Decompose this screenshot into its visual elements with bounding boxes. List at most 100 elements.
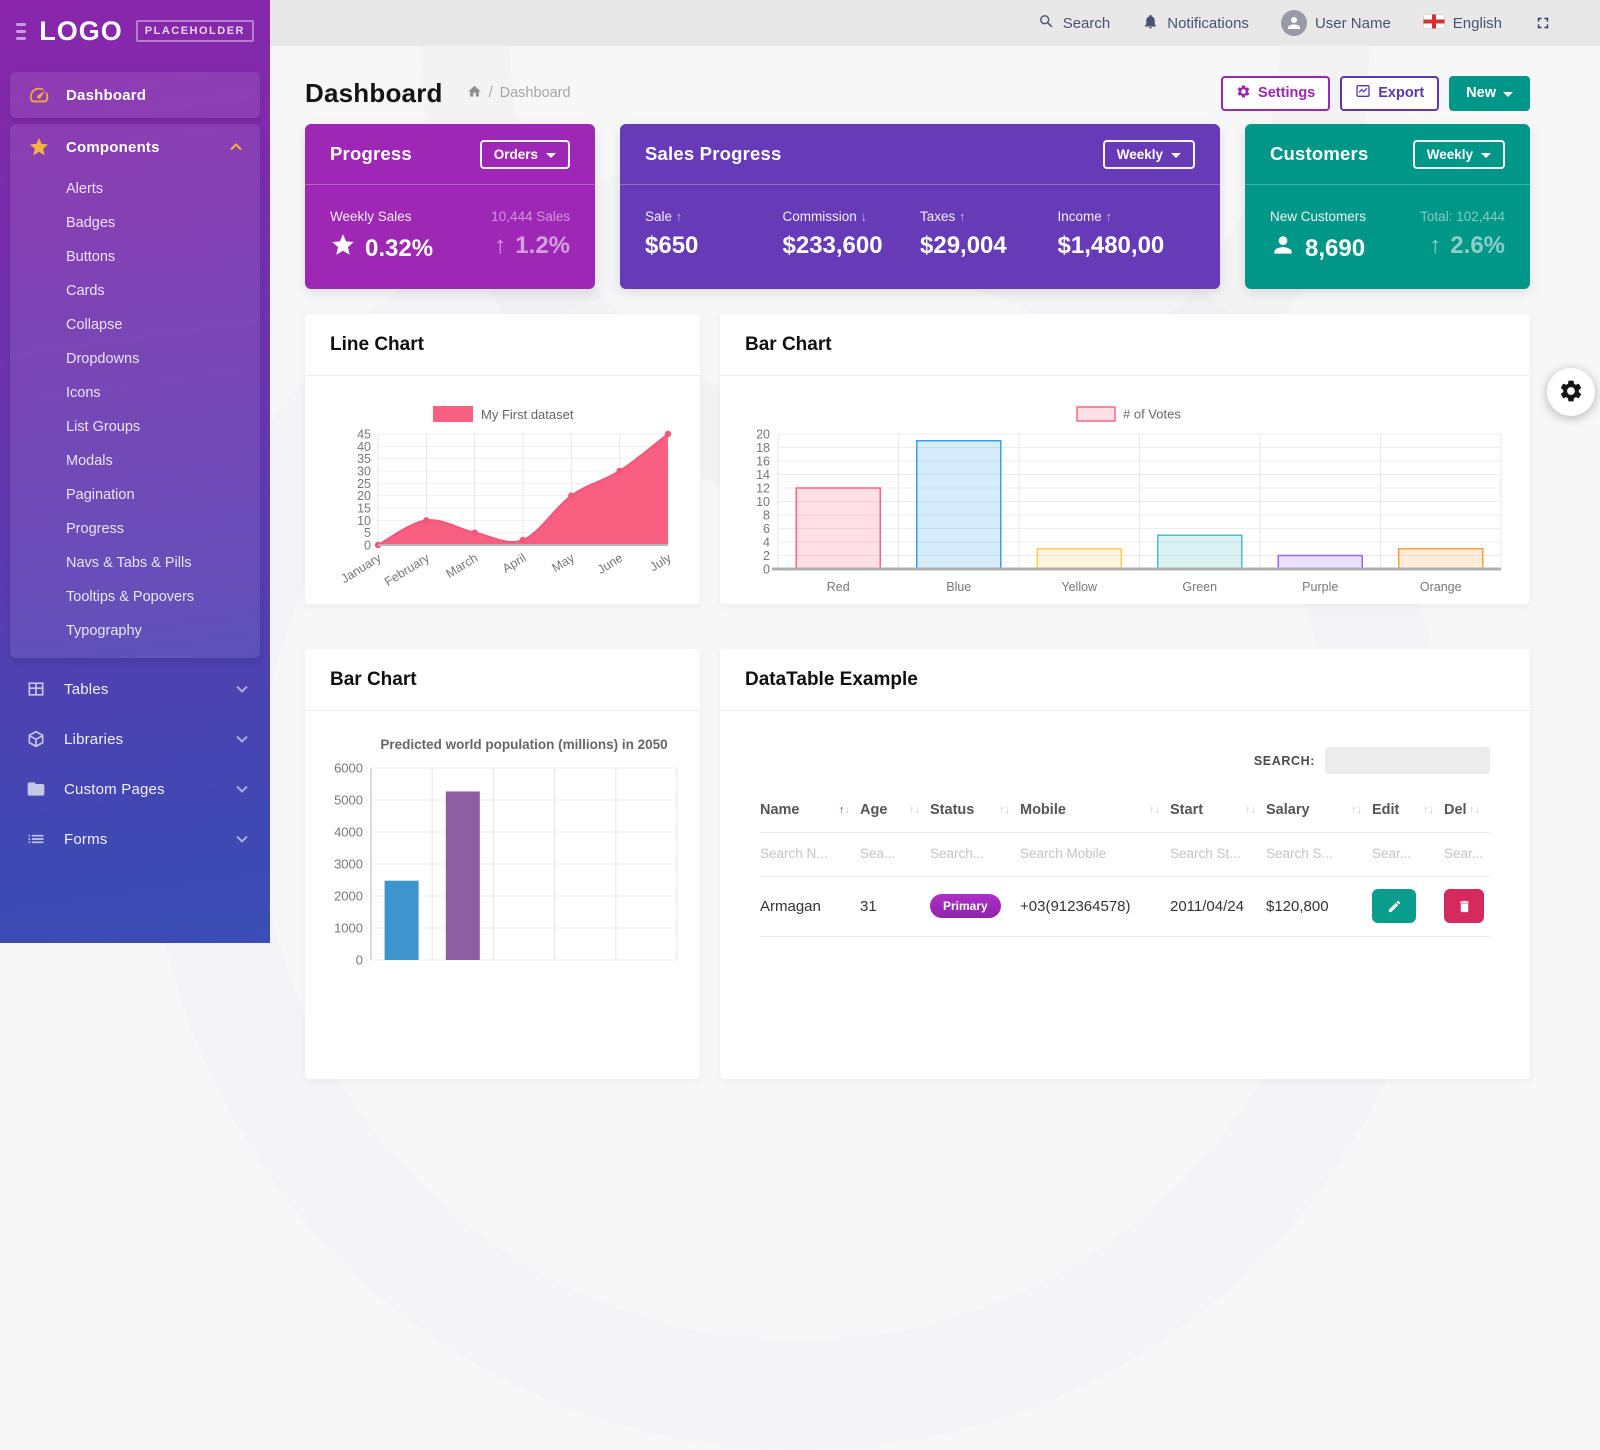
sidebar-item-label: Forms	[64, 831, 236, 848]
total-customers-label: Total: 102,444	[1420, 209, 1505, 224]
topbar-language-label: English	[1453, 15, 1502, 32]
svg-text:Predicted world population (mi: Predicted world population (millions) in…	[380, 737, 667, 752]
datatable-search-input[interactable]	[1325, 747, 1490, 774]
sidebar-link-custom-pages[interactable]: Custom Pages	[0, 764, 270, 814]
column-header-age[interactable]: Age↑↓	[860, 788, 930, 832]
filter-input-salary[interactable]	[1266, 846, 1364, 861]
sort-arrows-icon: ↑↓	[1149, 804, 1160, 816]
column-header-status[interactable]: Status↑↓	[930, 788, 1020, 832]
page-header: Dashboard / Dashboard Settings Export Ne…	[305, 72, 1530, 114]
floating-settings-button[interactable]	[1547, 368, 1595, 416]
sales-progress-title: Sales Progress	[645, 143, 782, 165]
caret-down-icon	[1171, 153, 1181, 158]
new-button[interactable]: New	[1449, 76, 1530, 111]
svg-text:Yellow: Yellow	[1061, 580, 1098, 594]
sidebar-subitem-icons[interactable]: Icons	[10, 376, 260, 410]
export-button-label: Export	[1378, 85, 1424, 101]
svg-text:6000: 6000	[334, 761, 363, 776]
filter-input-edit[interactable]	[1372, 846, 1438, 861]
page-title: Dashboard	[305, 78, 443, 109]
sales-metric-value: $233,600	[783, 232, 921, 260]
topbar-user[interactable]: User Name	[1281, 10, 1391, 36]
column-header-edit[interactable]: Edit↑↓	[1372, 788, 1444, 832]
chevron-up-icon	[230, 143, 242, 151]
sidebar-subitem-buttons[interactable]: Buttons	[10, 240, 260, 274]
svg-text:January: January	[338, 550, 384, 586]
column-header-name[interactable]: Name↑↓	[760, 788, 860, 832]
filter-input-mobile[interactable]	[1020, 846, 1158, 861]
sidebar-subitem-typography[interactable]: Typography	[10, 614, 260, 648]
sidebar-subitem-tooltips-popovers[interactable]: Tooltips & Popovers	[10, 580, 260, 614]
svg-text:Green: Green	[1182, 580, 1217, 594]
export-button[interactable]: Export	[1340, 76, 1439, 111]
sort-arrows-icon: ↑↓	[999, 804, 1010, 816]
svg-text:February: February	[382, 550, 432, 589]
gear-icon	[1558, 378, 1584, 407]
svg-text:0: 0	[356, 953, 363, 968]
svg-text:Blue: Blue	[946, 580, 971, 594]
sidebar-subitem-navs-tabs-pills[interactable]: Navs & Tabs & Pills	[10, 546, 260, 580]
svg-text:Orange: Orange	[1420, 580, 1462, 594]
weekly-dropdown[interactable]: Weekly	[1103, 140, 1195, 169]
column-header-mobile[interactable]: Mobile↑↓	[1020, 788, 1170, 832]
sidebar-link-tables[interactable]: Tables	[0, 664, 270, 714]
column-header-salary[interactable]: Salary↑↓	[1266, 788, 1372, 832]
home-icon[interactable]	[467, 84, 482, 103]
column-header-del[interactable]: Del↑↓	[1444, 788, 1490, 832]
population-bar-chart: Predicted world population (millions) in…	[305, 711, 700, 1046]
sidebar-subitem-badges[interactable]: Badges	[10, 206, 260, 240]
filter-input-age[interactable]	[860, 846, 924, 861]
star-icon	[330, 232, 356, 265]
menu-toggle-icon[interactable]	[16, 23, 26, 40]
svg-text:18: 18	[756, 441, 770, 455]
stats-row: Progress Orders Weekly Sales 0.32% 10,44…	[305, 124, 1530, 289]
sidebar-link-forms[interactable]: Forms	[0, 814, 270, 864]
svg-text:June: June	[595, 551, 625, 577]
topbar-search[interactable]: Search	[1038, 13, 1111, 34]
delete-button[interactable]	[1444, 889, 1484, 923]
weekly-dropdown[interactable]: Weekly	[1413, 140, 1505, 169]
svg-text:14: 14	[756, 468, 770, 482]
filter-input-start[interactable]	[1170, 846, 1258, 861]
sidebar-link-dashboard[interactable]: Dashboard	[10, 72, 260, 118]
sidebar-subitem-pagination[interactable]: Pagination	[10, 478, 260, 512]
new-customers-label: New Customers	[1270, 209, 1366, 224]
sidebar-subitem-list-groups[interactable]: List Groups	[10, 410, 260, 444]
svg-text:20: 20	[756, 428, 770, 442]
topbar-language[interactable]: English	[1423, 14, 1502, 33]
filter-input-del[interactable]	[1444, 846, 1486, 861]
column-header-start[interactable]: Start↑↓	[1170, 788, 1266, 832]
topbar-search-label: Search	[1063, 15, 1111, 32]
sidebar-subitem-alerts[interactable]: Alerts	[10, 172, 260, 206]
filter-input-status[interactable]	[930, 846, 1013, 861]
breadcrumb-current[interactable]: Dashboard	[500, 85, 571, 101]
orders-dropdown[interactable]: Orders	[480, 140, 570, 169]
chart-icon	[1355, 83, 1371, 103]
sidebar-subitem-modals[interactable]: Modals	[10, 444, 260, 478]
search-icon	[1038, 13, 1055, 34]
sidebar-subitem-progress[interactable]: Progress	[10, 512, 260, 546]
logo: LOGO	[39, 16, 123, 47]
datatable: Name↑↓Age↑↓Status↑↓Mobile↑↓Start↑↓Salary…	[760, 788, 1490, 937]
settings-button[interactable]: Settings	[1221, 76, 1330, 111]
svg-text:March: March	[443, 551, 480, 581]
person-icon	[1270, 232, 1296, 265]
topbar-notifications[interactable]: Notifications	[1142, 13, 1249, 34]
fullscreen-icon[interactable]	[1534, 14, 1552, 32]
sidebar-subitem-collapse[interactable]: Collapse	[10, 308, 260, 342]
sidebar-item-label: Tables	[64, 681, 236, 698]
sidebar-link-components[interactable]: Components	[10, 124, 260, 170]
new-customers-value: 8,690	[1305, 235, 1365, 263]
sidebar-subitem-cards[interactable]: Cards	[10, 274, 260, 308]
bell-icon	[1142, 13, 1159, 34]
sidebar-link-libraries[interactable]: Libraries	[0, 714, 270, 764]
svg-text:5000: 5000	[334, 793, 363, 808]
cube-icon	[26, 729, 50, 749]
filter-input-name[interactable]	[760, 846, 852, 861]
sidebar-subitem-dropdowns[interactable]: Dropdowns	[10, 342, 260, 376]
svg-text:April: April	[500, 551, 529, 576]
progress-card: Progress Orders Weekly Sales 0.32% 10,44…	[305, 124, 595, 289]
edit-button[interactable]	[1372, 889, 1416, 923]
brand: LOGO PLACEHOLDER	[0, 0, 270, 62]
